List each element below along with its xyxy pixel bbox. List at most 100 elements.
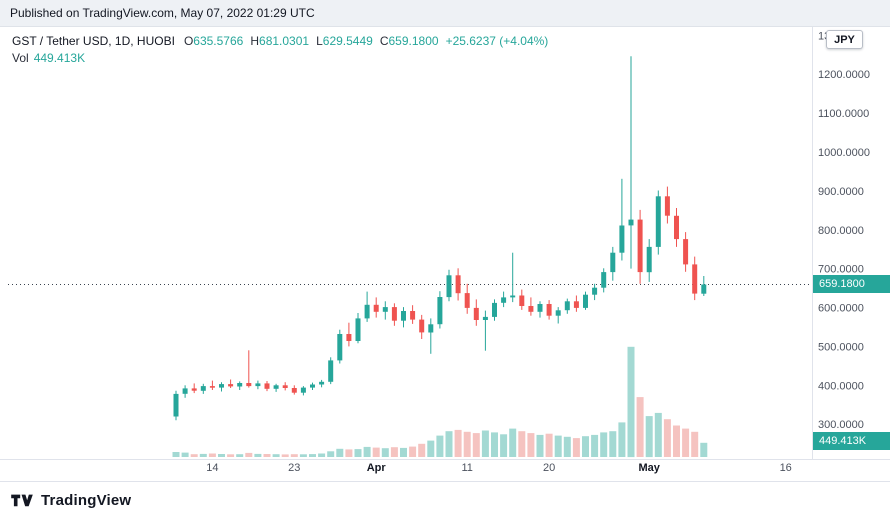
volume-bar <box>481 430 489 457</box>
volume-bar <box>336 448 344 457</box>
candle <box>401 311 406 321</box>
volume-bar <box>545 433 553 457</box>
candle <box>692 264 698 294</box>
footer-bar: TradingView <box>0 481 890 518</box>
candle <box>273 385 279 389</box>
legend-symbol-row: GST / Tether USD, 1D, HUOBI O635.5766 H6… <box>12 32 548 49</box>
candle <box>446 275 452 298</box>
candle <box>364 304 370 319</box>
volume-bar <box>509 428 517 457</box>
candle <box>373 304 379 312</box>
volume-bar <box>372 447 380 457</box>
candle <box>200 386 206 391</box>
volume-bar <box>536 434 544 457</box>
volume-bar <box>582 436 589 457</box>
y-axis-label: 1200.0000 <box>818 69 870 81</box>
candle <box>492 302 497 317</box>
volume-bar <box>409 446 417 457</box>
x-axis-label: 23 <box>288 462 300 474</box>
ohlc-open: O635.5766 <box>183 33 244 48</box>
candle <box>674 215 679 240</box>
candle <box>619 225 625 253</box>
volume-bar <box>181 452 189 457</box>
candle <box>501 297 507 303</box>
x-axis-label: Apr <box>367 462 387 474</box>
candle <box>264 383 270 389</box>
volume-bar <box>454 429 462 457</box>
candle <box>237 383 243 387</box>
candle <box>437 297 443 325</box>
candle <box>337 334 343 361</box>
y-axis-label: 400.0000 <box>818 380 864 392</box>
candle <box>637 219 643 273</box>
candle <box>209 386 215 388</box>
candle <box>182 388 188 394</box>
volume-bar <box>472 433 480 457</box>
tradingview-wordmark[interactable]: TradingView <box>41 491 132 509</box>
volume-bar <box>190 454 198 457</box>
x-axis-label: May <box>638 462 660 474</box>
legend-volume-row: Vol 449.413K <box>12 49 548 66</box>
volume-bar <box>400 447 407 457</box>
candle <box>646 246 652 273</box>
volume-bar <box>281 454 289 457</box>
chart-pane[interactable] <box>0 27 812 459</box>
candle <box>528 306 534 312</box>
candle <box>592 287 598 295</box>
volume-bar <box>272 454 280 457</box>
x-axis-label: 16 <box>780 462 792 474</box>
candle <box>428 324 434 333</box>
volume-bar <box>527 433 535 457</box>
volume-bar <box>518 431 526 457</box>
candle <box>610 252 616 273</box>
candle <box>191 388 197 391</box>
volume-bar <box>199 453 207 457</box>
candle <box>546 304 552 316</box>
volume-bar <box>591 434 599 457</box>
volume-bar <box>663 419 671 457</box>
volume-bar <box>227 454 235 457</box>
volume-label: Vol <box>12 50 29 65</box>
candle <box>255 383 261 387</box>
x-axis-label: 20 <box>543 462 555 474</box>
candle <box>701 284 707 294</box>
volume-bar <box>254 453 262 457</box>
candle <box>300 387 306 393</box>
tradingview-logo-icon[interactable] <box>10 491 34 509</box>
candle <box>219 384 224 388</box>
y-axis-label: 700.0000 <box>818 264 864 276</box>
volume-bar <box>554 435 562 457</box>
candle <box>628 219 634 226</box>
candle <box>583 294 588 308</box>
volume-bar <box>327 451 335 457</box>
volume-bar <box>218 454 225 457</box>
candle <box>455 275 461 294</box>
volume-bar <box>682 428 690 457</box>
volume-bar <box>627 346 635 458</box>
candle <box>291 388 297 393</box>
candle <box>573 301 579 308</box>
volume-bar <box>390 447 398 457</box>
price-axis[interactable] <box>813 27 890 459</box>
currency-toggle-button[interactable]: JPY <box>826 30 863 49</box>
x-axis-label: 14 <box>206 462 218 474</box>
candle <box>564 301 570 311</box>
volume-bar <box>236 454 244 457</box>
volume-bar <box>691 431 699 457</box>
candle <box>473 307 479 320</box>
chart-legend: GST / Tether USD, 1D, HUOBI O635.5766 H6… <box>12 32 548 66</box>
volume-bar <box>290 454 298 457</box>
last-price-badge: 659.1800 <box>813 275 890 293</box>
time-axis[interactable] <box>0 459 890 481</box>
x-axis-label: 11 <box>461 462 472 474</box>
volume-bar <box>636 397 644 457</box>
candle <box>519 295 525 306</box>
candle <box>664 196 670 216</box>
candle <box>328 360 334 382</box>
candle <box>655 196 661 247</box>
volume-bar <box>418 443 426 457</box>
candle <box>246 383 252 387</box>
candle <box>537 304 543 312</box>
candle <box>282 385 288 388</box>
